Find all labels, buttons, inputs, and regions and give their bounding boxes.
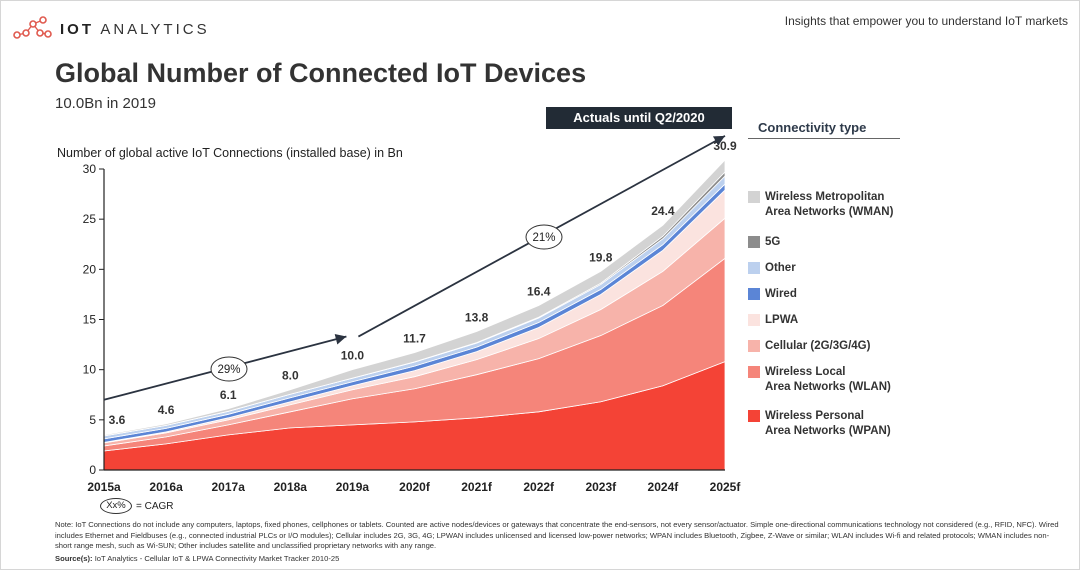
x-tick-label-2018a: 2018a (274, 480, 308, 494)
data-label-2023f: 19.8 (589, 250, 613, 264)
data-label-2024f: 24.4 (651, 204, 675, 218)
legend-swatch (748, 262, 760, 274)
legend-swatch (748, 340, 760, 352)
legend-label: Other (765, 262, 796, 274)
y-tick-label-20: 20 (83, 262, 97, 276)
data-label-2016a: 4.6 (158, 403, 175, 417)
label-layer: 3.64.66.18.010.011.713.816.419.824.430.9 (109, 139, 737, 427)
x-tick-label-2022f: 2022f (523, 480, 555, 494)
legend-swatch (748, 288, 760, 300)
legend-item: 5G (748, 235, 780, 250)
legend-label: LPWA (765, 314, 799, 326)
legend-item: Wireless Personal Area Networks (WPAN) (748, 409, 891, 439)
network-logo-icon (13, 16, 52, 39)
legend-swatch (748, 410, 760, 422)
legend-item: LPWA (748, 313, 798, 328)
y-tick-label-15: 15 (83, 313, 97, 327)
cagr-layer: 29% 21% (103, 135, 726, 401)
legend-label: 5G (765, 236, 781, 248)
cagr-label-1: 29% (217, 364, 240, 376)
cagr-legend: Xx% = CAGR (100, 498, 174, 514)
legend-item: Wired (748, 287, 797, 302)
y-tick-label-5: 5 (89, 413, 96, 427)
legend-label: Wireless Personal Area Networks (WPAN) (765, 410, 891, 437)
page-subtitle: 10.0Bn in 2019 (55, 95, 156, 112)
data-label-2020f: 11.7 (403, 332, 426, 346)
legend-label: Cellular (2G/3G/4G) (765, 340, 871, 352)
legend-title-underline (748, 138, 900, 139)
x-tick-label-2024f: 2024f (648, 480, 680, 494)
y-tick-label-30: 30 (83, 162, 97, 176)
data-label-2017a: 6.1 (220, 388, 237, 402)
legend-swatch (748, 366, 760, 378)
axis-layer: 0 5 10 15 20 25 30 2015a 2016a 2017a 2018a 2019a 202… (83, 162, 742, 494)
legend-swatch (748, 191, 760, 203)
cagr-label-2: 21% (532, 232, 555, 244)
y-tick-label-25: 25 (83, 212, 97, 226)
legend-item: Wireless Metropolitan Area Networks (WMA… (748, 190, 893, 220)
cagr-ellipse-2 (525, 224, 563, 250)
x-tick-label-2015a: 2015a (87, 480, 121, 494)
data-label-2015a: 3.6 (109, 413, 126, 427)
legend-label: Wired (765, 288, 797, 300)
logo: IOT ANALYTICS (12, 16, 210, 42)
area-series-wireless-metropolitan (103, 158, 726, 437)
cagr-legend-symbol: Xx% (100, 498, 132, 514)
y-tick-label-0: 0 (89, 463, 96, 477)
x-tick-label-2025f: 2025f (710, 480, 742, 494)
page-title: Global Number of Connected IoT Devices (55, 58, 587, 88)
data-label-2021f: 13.8 (465, 311, 489, 325)
legend-title: Connectivity type (758, 120, 867, 135)
data-label-2022f: 16.4 (527, 284, 551, 298)
data-label-2019a: 10.0 (341, 349, 365, 363)
legend-item: Other (748, 261, 796, 276)
series-layer (103, 158, 726, 471)
x-tick-label-2017a: 2017a (212, 480, 246, 494)
tagline: Insights that empower you to understand … (784, 14, 1068, 28)
footnote: Note: IoT Connections do not include any… (55, 520, 1059, 550)
legend-label: Wireless Metropolitan Area Networks (WMA… (765, 191, 894, 218)
cagr-legend-text: = CAGR (136, 500, 174, 512)
x-tick-label-2016a: 2016a (149, 480, 183, 494)
source-line: Source(s): IoT Analytics - Cellular IoT … (55, 554, 340, 563)
x-tick-label-2023f: 2023f (585, 480, 617, 494)
x-tick-label-2019a: 2019a (336, 480, 370, 494)
legend-item: Wireless Local Area Networks (WLAN) (748, 365, 891, 395)
legend-swatch (748, 314, 760, 326)
cagr-ellipse-1 (210, 356, 248, 382)
y-tick-label-10: 10 (83, 363, 97, 377)
actuals-banner: Actuals until Q2/2020 (546, 107, 732, 129)
x-tick-label-2021f: 2021f (461, 480, 493, 494)
legend-item: Cellular (2G/3G/4G) (748, 339, 870, 354)
x-tick-label-2020f: 2020f (399, 480, 431, 494)
y-axis-title: Number of global active IoT Connections … (57, 146, 403, 160)
data-label-2018a: 8.0 (282, 369, 299, 383)
logo-text: IOT ANALYTICS (60, 20, 210, 38)
legend-swatch (748, 236, 760, 248)
legend-label: Wireless Local Area Networks (WLAN) (765, 366, 891, 393)
